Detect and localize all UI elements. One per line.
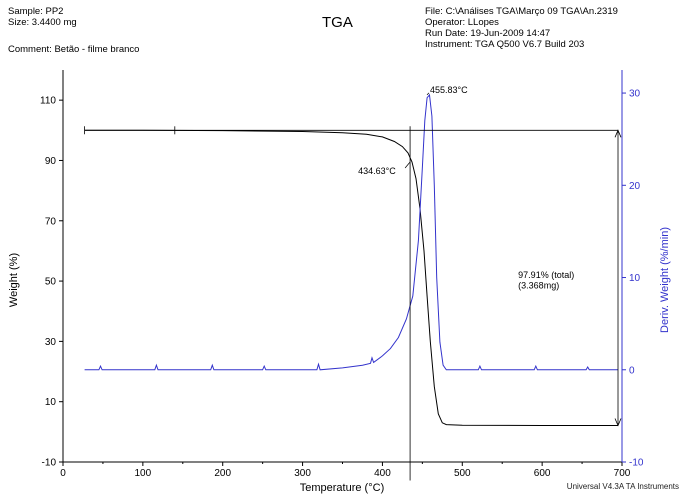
sample-comment: Comment: Betão - filme branco (8, 44, 140, 55)
onset-leader (404, 161, 411, 169)
plot-axes: 0 100 200 300 400 500 600 700-101030507090110-1… (40, 70, 644, 479)
y-tick-label: 90 (45, 156, 57, 167)
weight-line (84, 129, 618, 426)
x-tick-label: 600 (534, 468, 551, 479)
y2-tick-label: -10 (629, 458, 644, 469)
x-tick-label: 0 (60, 468, 66, 479)
chart-title: TGA (322, 14, 353, 31)
y2-axis-title: Deriv. Weight (%/min) (659, 227, 671, 333)
run-info: File: C:\Análises TGA\Março 09 TGA\An.23… (425, 6, 618, 50)
y-tick-label: 110 (40, 96, 56, 107)
x-tick-label: 300 (294, 468, 311, 479)
y-tick-label: 50 (45, 277, 57, 288)
sample-name: Sample: PP2 (8, 6, 64, 17)
instrument: Instrument: TGA Q500 V6.7 Build 203 (425, 39, 585, 50)
y2-tick-label: 20 (629, 181, 641, 192)
operator: Operator: LLopes (425, 17, 499, 28)
x-tick-label: 100 (135, 468, 152, 479)
sample-size: Size: 3.4400 mg (8, 17, 77, 28)
deriv-weight-line (84, 93, 618, 371)
y-tick-label: 30 (45, 337, 57, 348)
loss-mass-label: (3.368mg) (518, 281, 559, 291)
x-tick-label: 700 (614, 468, 631, 479)
y-tick-label: 70 (45, 216, 57, 227)
bracket-arrow-top (614, 129, 622, 138)
run-date: Run Date: 19-Jun-2009 14:47 (425, 28, 551, 39)
y2-tick-label: 0 (629, 365, 635, 376)
x-axis-title: Temperature (°C) (300, 482, 384, 494)
y-tick-label: -10 (42, 458, 57, 469)
x-tick-label: 500 (454, 468, 471, 479)
sample-info: Sample: PP2 Size: 3.4400 mg (8, 6, 77, 28)
plot-marks: 455.83°C 434.63°C 97.91% (total)(3.368mg) (84, 85, 622, 481)
y2-tick-label: 10 (629, 273, 641, 284)
y-tick-label: 10 (45, 397, 57, 408)
total-loss-label: 97.91% (total) (518, 270, 574, 280)
file-path: File: C:\Análises TGA\Março 09 TGA\An.23… (425, 6, 618, 17)
peak-leader (426, 92, 430, 96)
onset-temp-label: 434.63°C (358, 166, 396, 176)
bracket-arrow-bottom (614, 418, 622, 427)
plot-labels: Temperature (°C) Weight (%) Deriv. Weigh… (8, 227, 671, 494)
y2-tick-label: 30 (629, 89, 641, 100)
software-version: Universal V4.3A TA Instruments (566, 482, 679, 491)
y-axis-title: Weight (%) (8, 253, 20, 307)
x-tick-label: 200 (214, 468, 231, 479)
peak-temp-label: 455.83°C (430, 85, 468, 95)
x-tick-label: 400 (374, 468, 391, 479)
